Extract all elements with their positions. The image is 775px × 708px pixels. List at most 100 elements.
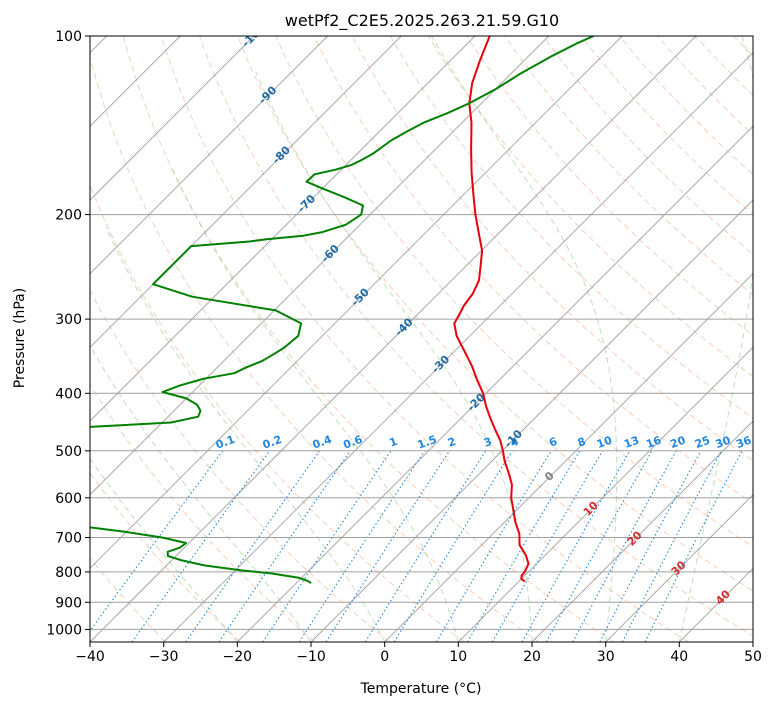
isotherm-line [90,36,402,349]
mixing-ratio-label: 0.1 [214,433,237,452]
dry-adiabat [90,289,390,642]
moist-adiabat [170,164,459,642]
x-tick-label: 10 [449,649,467,665]
x-axis-label: Temperature (°C) [360,681,482,697]
mixing-ratio-label: 1.5 [416,433,439,452]
plot-frame [89,35,754,643]
x-tick-label: −10 [296,649,326,665]
profile-series [90,36,595,584]
x-tick-label: 20 [523,649,541,665]
isotherm-line [90,36,697,642]
y-tick-label: 600 [55,491,82,507]
dry-adiabat [237,36,753,592]
dry-adiabat [90,472,241,642]
dry-adiabat [160,36,689,642]
x-tick-label: 0 [380,649,389,665]
x-tick-label: −20 [223,649,253,665]
mixing-ratio-line [521,450,631,642]
mixing-ratio-line [262,450,392,642]
dry-adiabat [618,36,753,176]
isotherm-line [90,36,550,496]
x-tick-label: 30 [597,649,615,665]
x-tick-label: −40 [75,649,105,665]
dry-adiabat [427,36,753,378]
dry-adiabat [122,36,614,642]
dry-adiabat [90,184,465,642]
mixing-ratio-line [599,450,702,642]
isotherm-line [90,36,623,570]
y-tick-label: 300 [55,312,82,328]
moist-adiabat [678,36,753,642]
dry-adiabat [504,36,753,296]
mixing-ratio-label: 0.2 [261,433,284,452]
mixing-ratio-label: 0.4 [311,433,334,452]
mixing-ratio-line [364,450,487,642]
dry-adiabat [199,36,753,637]
y-tick-label: 900 [55,595,82,611]
mixing-ratio-line [131,450,271,642]
dry-adiabat [351,36,753,462]
dry-adiabat [389,36,753,419]
y-tick-label: 700 [55,531,82,547]
moist-adiabat [105,226,386,642]
dry-adiabat [313,36,753,504]
mixing-ratio-line [545,450,653,642]
mixing-ratio-label: 13 [622,434,641,451]
dry-adiabat [275,36,753,548]
mixing-ratio-label: 2 [446,435,458,450]
mixing-ratio-line [325,450,451,642]
mixing-ratio-label: 16 [644,433,663,451]
background-lines [90,36,753,642]
temperature-profile [453,36,530,583]
dry-adiabat [90,383,316,642]
mixing-ratio-label: 3 [482,435,494,450]
mixing-ratio-label: 20 [668,433,687,451]
dry-adiabat [90,54,540,642]
mixing-ratio-line [90,450,224,632]
mixing-ratio-line [572,450,677,642]
line-annotations: 0.10.20.40.611.52346810131620253036-100-… [214,36,753,608]
plot-background [90,36,753,642]
mixing-ratio-line [218,450,351,642]
moist-adiabat [255,71,533,642]
mixing-ratio-label: 1 [388,435,400,450]
chart-title: wetPf2_C2E5.2025.263.21.59.G10 [285,11,559,31]
isotherm-line [90,36,255,201]
y-tick-label: 400 [55,386,82,402]
y-axis-label: Pressure (hPa) [12,288,28,388]
axis-ticks: −40 −30 −20 −10 0 10 20 30 40 50 1000 900 800 700 600 5… [46,29,762,665]
isotherm-line [531,420,753,642]
mixing-ratio-label: 0.6 [341,433,364,452]
isotherm-line [310,199,753,642]
x-tick-label: 50 [744,649,762,665]
mixing-ratio-line [435,450,552,642]
isotherm-line [90,36,329,275]
mixing-ratio-label: 4 [509,435,521,450]
y-tick-label: 500 [55,444,82,460]
isotherm-line [163,51,753,642]
mixing-ratio-line [185,450,321,642]
y-tick-label: 800 [55,565,82,581]
mixing-ratio-label: 6 [547,435,559,450]
mixing-ratio-line [644,450,743,642]
y-tick-label: 200 [55,208,82,224]
y-tick-label: 100 [55,29,82,45]
isotherm-line [605,493,753,642]
isotherm-line [236,125,753,642]
mixing-ratio-label: 8 [576,435,588,450]
x-tick-label: −30 [149,649,179,665]
mixing-ratio-label: 30 [714,433,733,451]
mixing-ratio-label: 25 [693,434,712,451]
isotherm-line [457,346,753,642]
y-tick-label: 1000 [46,622,82,638]
mixing-ratio-label: 10 [595,433,614,451]
isotherm-line [90,36,476,422]
mixing-ratio-label: 36 [734,433,753,451]
isotherm-line [384,272,753,642]
moist-adiabat [90,457,238,642]
dewpoint-profile [90,36,595,584]
x-tick-label: 40 [670,649,688,665]
pressure-grid [90,36,753,630]
mixing-ratio-line [298,450,426,642]
